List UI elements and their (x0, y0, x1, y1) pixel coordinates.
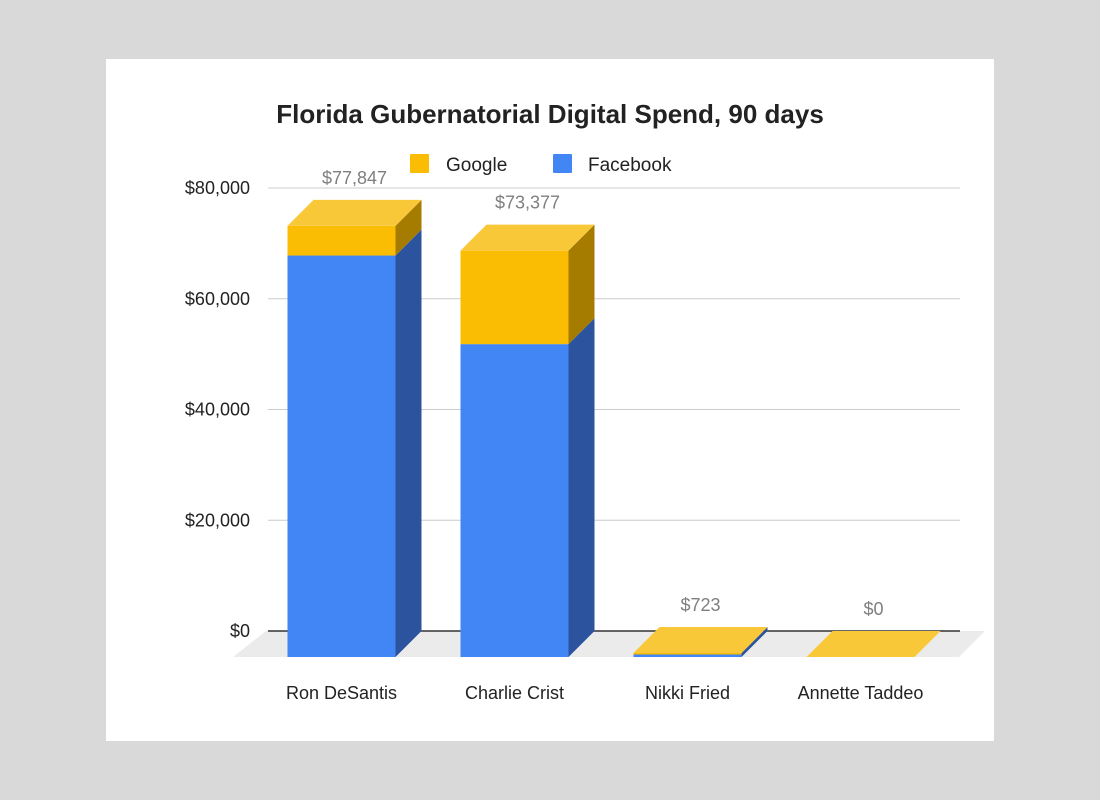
chart-title: Florida Gubernatorial Digital Spend, 90 … (276, 99, 824, 129)
bars (287, 199, 941, 657)
total-label: $73,377 (495, 193, 560, 213)
category-label: Ron DeSantis (286, 683, 397, 703)
bar-top-face (806, 631, 941, 657)
bar-google-front (287, 225, 396, 256)
legend-label-facebook: Facebook (588, 155, 672, 176)
bar-google-side (741, 626, 768, 654)
bar-top-face (633, 626, 768, 653)
chart-svg: Florida Gubernatorial Digital Spend, 90 … (185, 99, 985, 703)
bar-google-front (460, 250, 569, 345)
legend: Google Facebook (410, 154, 672, 176)
y-tick-label: $20,000 (185, 510, 250, 530)
total-label: $77,847 (322, 168, 387, 188)
legend-label-google: Google (446, 155, 507, 176)
floor-plane (233, 631, 985, 657)
y-tick-label: $0 (230, 621, 250, 641)
bar-facebook-side (568, 318, 595, 657)
total-labels: $77,847 $73,377 $723 $0 (322, 168, 884, 619)
y-tick-label: $40,000 (185, 400, 250, 420)
total-label: $723 (680, 595, 720, 615)
chart-floor (233, 631, 985, 657)
legend-swatch-google (410, 154, 429, 173)
chart-card: Florida Gubernatorial Digital Spend, 90 … (106, 59, 994, 741)
bar-top-face (287, 199, 422, 226)
bar-top-face (460, 224, 595, 251)
total-label: $0 (863, 599, 883, 619)
bar-google-side (568, 224, 595, 345)
bar-facebook-side (395, 229, 422, 657)
bar-facebook-front (287, 255, 396, 657)
bar-facebook-side (741, 627, 768, 657)
y-axis: $0 $20,000 $40,000 $60,000 $80,000 (185, 178, 250, 641)
bar-facebook-front (633, 653, 742, 657)
x-axis: Ron DeSantis Charlie Crist Nikki Fried Anne… (286, 683, 923, 703)
category-label: Annette Taddeo (798, 683, 924, 703)
bar-facebook-front (460, 344, 569, 657)
bar-google-front (633, 652, 742, 655)
legend-swatch-facebook (553, 154, 572, 173)
category-label: Nikki Fried (645, 683, 730, 703)
category-label: Charlie Crist (465, 683, 564, 703)
y-tick-label: $80,000 (185, 178, 250, 198)
bar-google-side (395, 199, 422, 256)
y-tick-label: $60,000 (185, 289, 250, 309)
